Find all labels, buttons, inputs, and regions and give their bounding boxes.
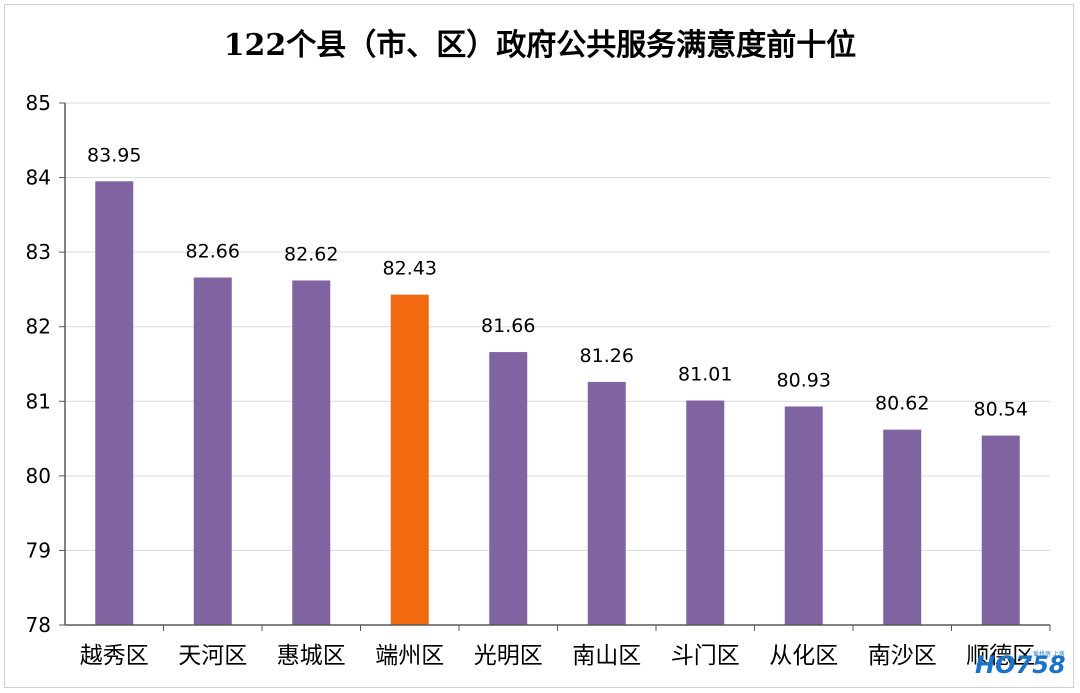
bar [390,294,429,625]
x-tick-label: 越秀区 [80,643,149,669]
bar [587,381,626,625]
bar [193,277,232,625]
y-tick-label: 80 [26,464,51,488]
data-label: 82.43 [383,258,437,280]
data-label: 81.01 [678,364,732,386]
bar [292,280,331,625]
x-tick-label: 光明区 [474,643,543,669]
x-tick-label: 天河区 [178,643,247,669]
x-tick-label: 惠城区 [277,643,346,669]
data-label: 83.95 [87,144,141,166]
bar [981,435,1020,625]
x-tick-label: 端州区 [375,643,444,669]
data-label: 80.62 [875,393,929,415]
watermark-tagline: 爱找房 上房网 [1033,650,1065,658]
y-tick-label: 83 [26,240,51,264]
x-tick-label: 从化区 [769,643,838,669]
bar-chart: 122个县（市、区）政府公共服务满意度前十位 7879808182838485 … [26,28,1051,669]
data-label: 80.54 [974,399,1028,421]
y-tick-label: 79 [26,538,51,562]
data-label: 82.66 [186,240,240,262]
x-axis-ticks: 越秀区 天河区 惠城区 端州区 光明区 南山区 斗门区 从化区 南沙区 顺德区 [80,625,1051,669]
x-tick-label: 斗门区 [671,643,740,669]
y-tick-label: 78 [26,613,51,637]
data-label: 81.66 [481,315,535,337]
y-tick-label: 81 [26,389,51,413]
x-tick-label: 南沙区 [868,643,937,669]
x-tick-label: 顺德区 [966,643,1035,669]
bar [784,406,823,625]
data-label: 80.93 [777,370,831,392]
y-axis-ticks: 78 79 80 81 82 83 84 85 [26,91,65,637]
bar [95,181,134,626]
bars [95,181,1020,626]
data-label: 81.26 [580,345,634,367]
data-labels: 83.95 82.66 82.62 82.43 81.66 81.26 81.01 80.93… [87,144,1028,420]
bar [686,400,725,625]
watermark-logo: HO758 爱找房 上房网 [975,650,1065,679]
bar [489,352,528,625]
data-label: 82.62 [284,243,338,265]
chart-frame: 122个县（市、区）政府公共服务满意度前十位 78 79 80 81 82 83 84 85 … [4,4,1074,688]
y-tick-label: 85 [26,91,51,115]
bar [883,429,922,625]
y-tick-label: 84 [26,166,51,190]
chart-title: 122个县（市、区）政府公共服务满意度前十位 [224,28,857,63]
y-tick-label: 82 [26,315,51,339]
watermark-text: HO758 [975,651,1065,679]
x-tick-label: 南山区 [572,643,641,669]
